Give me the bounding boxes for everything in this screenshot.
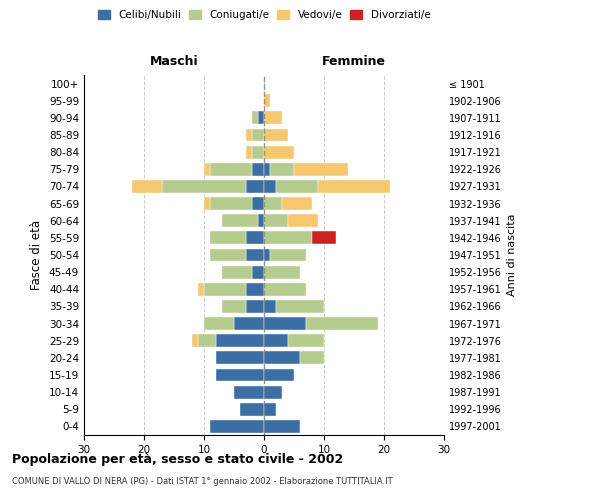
Bar bbox=[264, 214, 288, 227]
Bar bbox=[252, 163, 264, 175]
Bar bbox=[234, 317, 264, 330]
Text: Popolazione per età, sesso e stato civile - 2002: Popolazione per età, sesso e stato civil… bbox=[12, 452, 343, 466]
Bar bbox=[288, 334, 324, 347]
Bar bbox=[204, 163, 210, 175]
Bar bbox=[264, 352, 300, 364]
Bar bbox=[264, 180, 276, 193]
Bar bbox=[252, 146, 264, 158]
Bar bbox=[288, 214, 318, 227]
Bar bbox=[294, 163, 348, 175]
Bar bbox=[252, 128, 264, 141]
Bar bbox=[264, 420, 300, 433]
Bar bbox=[318, 180, 390, 193]
Bar bbox=[210, 420, 264, 433]
Bar bbox=[264, 112, 282, 124]
Bar bbox=[276, 300, 324, 313]
Bar bbox=[216, 368, 264, 382]
Bar bbox=[162, 180, 246, 193]
Bar bbox=[192, 334, 198, 347]
Bar bbox=[264, 300, 276, 313]
Bar bbox=[264, 283, 306, 296]
Bar bbox=[204, 197, 210, 210]
Bar bbox=[264, 317, 306, 330]
Bar bbox=[246, 248, 264, 262]
Bar bbox=[198, 334, 216, 347]
Text: COMUNE DI VALLO DI NERA (PG) - Dati ISTAT 1° gennaio 2002 - Elaborazione TUTTITA: COMUNE DI VALLO DI NERA (PG) - Dati ISTA… bbox=[12, 478, 392, 486]
Bar bbox=[264, 232, 312, 244]
Bar bbox=[270, 163, 294, 175]
Bar bbox=[222, 214, 258, 227]
Bar bbox=[282, 197, 312, 210]
Bar bbox=[246, 146, 252, 158]
Bar bbox=[258, 214, 264, 227]
Bar bbox=[252, 112, 258, 124]
Bar bbox=[258, 112, 264, 124]
Bar bbox=[234, 386, 264, 398]
Bar bbox=[264, 94, 270, 107]
Bar bbox=[264, 146, 294, 158]
Bar bbox=[222, 300, 246, 313]
Text: Femmine: Femmine bbox=[322, 55, 386, 68]
Bar bbox=[306, 317, 378, 330]
Bar bbox=[252, 266, 264, 278]
Bar bbox=[246, 128, 252, 141]
Bar bbox=[312, 232, 336, 244]
Bar bbox=[264, 403, 276, 415]
Bar bbox=[240, 403, 264, 415]
Bar bbox=[210, 248, 246, 262]
Bar bbox=[204, 283, 246, 296]
Bar bbox=[222, 266, 252, 278]
Bar bbox=[132, 180, 162, 193]
Bar bbox=[210, 232, 246, 244]
Bar bbox=[264, 334, 288, 347]
Bar bbox=[264, 266, 300, 278]
Bar bbox=[264, 386, 282, 398]
Bar bbox=[264, 128, 288, 141]
Y-axis label: Anni di nascita: Anni di nascita bbox=[507, 214, 517, 296]
Legend: Celibi/Nubili, Coniugati/e, Vedovi/e, Divorziati/e: Celibi/Nubili, Coniugati/e, Vedovi/e, Di… bbox=[95, 8, 433, 22]
Bar bbox=[210, 163, 252, 175]
Bar bbox=[264, 163, 270, 175]
Bar bbox=[246, 180, 264, 193]
Bar bbox=[252, 197, 264, 210]
Bar bbox=[246, 232, 264, 244]
Bar bbox=[204, 317, 234, 330]
Bar bbox=[216, 334, 264, 347]
Bar bbox=[210, 197, 252, 210]
Bar bbox=[264, 197, 282, 210]
Bar bbox=[246, 300, 264, 313]
Bar bbox=[270, 248, 306, 262]
Bar bbox=[264, 368, 294, 382]
Bar bbox=[216, 352, 264, 364]
Bar bbox=[276, 180, 318, 193]
Bar bbox=[198, 283, 204, 296]
Y-axis label: Fasce di età: Fasce di età bbox=[31, 220, 43, 290]
Bar bbox=[300, 352, 324, 364]
Text: Maschi: Maschi bbox=[149, 55, 199, 68]
Bar bbox=[264, 248, 270, 262]
Bar bbox=[246, 283, 264, 296]
